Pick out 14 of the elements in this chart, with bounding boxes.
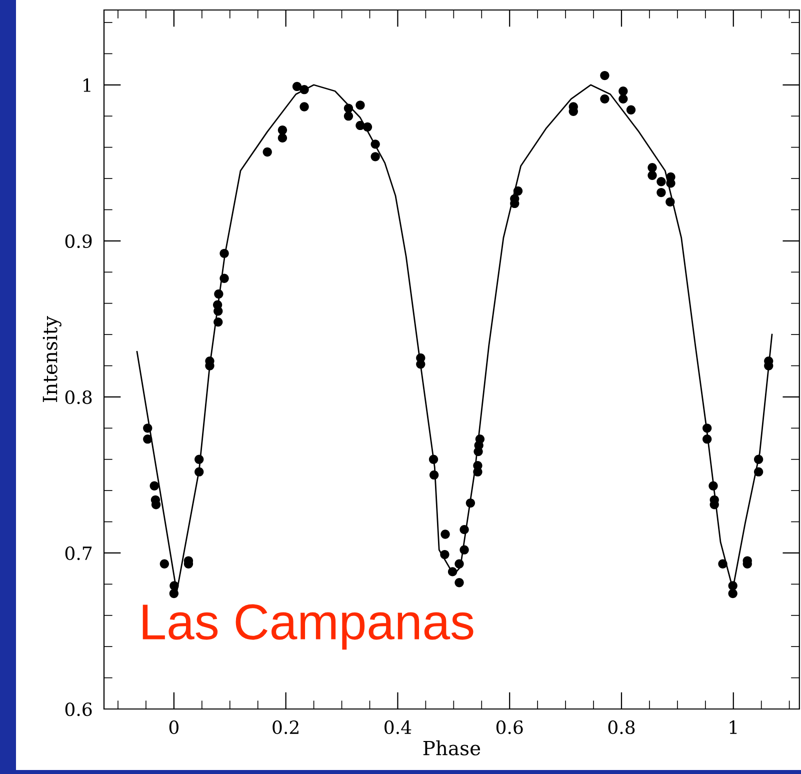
x-axis-title: Phase xyxy=(423,740,480,756)
y-tick-label: 0.9 xyxy=(65,234,92,248)
x-tick-label: 0.8 xyxy=(608,720,635,734)
y-tick-label: 0.8 xyxy=(65,390,92,404)
y-tick-label: 1 xyxy=(84,78,90,92)
x-tick-label: 0.6 xyxy=(496,720,523,734)
x-tick-label: 1 xyxy=(730,720,737,734)
x-tick-label: 0.2 xyxy=(272,720,298,734)
y-tick-label: 0.6 xyxy=(65,702,92,716)
x-tick-label: 0 xyxy=(169,720,178,734)
annotation: Las Campanas xyxy=(142,604,474,650)
x-tick-label: 0.4 xyxy=(384,720,412,734)
y-tick-label: 0.7 xyxy=(65,546,92,560)
y-axis-title: Intensity xyxy=(42,316,62,402)
